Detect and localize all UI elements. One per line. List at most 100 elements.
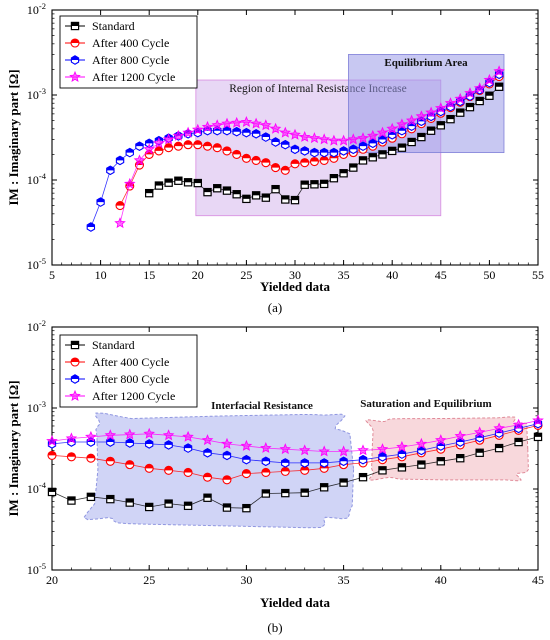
series-after-1200-cycle-point <box>376 443 389 455</box>
series-after-1200-cycle-point <box>318 133 330 145</box>
series-standard-point <box>475 96 484 106</box>
series-after-1200-cycle-point <box>240 439 253 451</box>
series-after-800-cycle-point <box>300 458 309 468</box>
series-after-400-cycle-point <box>251 155 261 165</box>
series-after-1200-cycle-point <box>357 444 369 456</box>
series-after-400-cycle-point <box>202 141 213 151</box>
series-after-1200-cycle-point <box>250 117 262 129</box>
panel-b-panel-label: (b) <box>267 620 282 635</box>
y-tick-label: 10-2 <box>27 318 46 334</box>
series-standard-point <box>319 483 329 492</box>
series-after-800-cycle-point <box>281 139 290 150</box>
series-after-1200-cycle-point <box>182 126 194 138</box>
series-standard-point <box>436 457 446 466</box>
series-standard-point <box>67 496 76 505</box>
x-tick-label: 35 <box>338 268 350 282</box>
series-after-400-cycle-point <box>144 463 154 473</box>
series-after-1200-cycle-point <box>347 133 360 145</box>
series-after-1200-cycle-point <box>473 426 486 438</box>
panel-b: Interfacial Resistance Saturation and Equ… <box>6 318 544 635</box>
series-standard-point <box>426 126 436 135</box>
legend-standard-label: Standard <box>92 338 135 352</box>
series-after-400-cycle-point <box>66 452 76 462</box>
series-after-800-cycle-point <box>378 451 387 462</box>
series-after-1200-cycle <box>46 414 544 457</box>
series-after-1200-cycle-point <box>279 443 291 455</box>
series-standard-point <box>339 478 348 487</box>
series-after-800-cycle-point <box>232 126 241 137</box>
series-standard-point <box>319 179 329 189</box>
series-standard-point <box>213 184 222 193</box>
series-after-800-cycle-point <box>135 141 144 152</box>
x-tick-label: 20 <box>192 268 204 282</box>
series-after-800-cycle-point <box>349 144 358 155</box>
series-after-800-cycle-point <box>358 141 368 152</box>
series-after-800-cycle-point <box>96 197 105 207</box>
series-standard-point <box>397 143 407 152</box>
series-after-1200-cycle-point <box>230 116 243 128</box>
legend-after-1200-cycle-label: After 1200 Cycle <box>92 70 175 84</box>
x-tick-label: 40 <box>435 573 447 587</box>
series-after-1200-cycle-point <box>454 92 467 104</box>
series-after-1200-cycle-point <box>260 442 272 453</box>
series-standard-point <box>154 181 164 190</box>
series-after-800-cycle-point <box>290 144 300 155</box>
series-standard-point <box>47 487 57 497</box>
series-after-1200-cycle-point <box>434 434 447 446</box>
series-after-400-cycle-point <box>241 153 251 163</box>
series-after-1200-cycle-point <box>337 134 350 146</box>
region-equilibrium-area-label: Equilibrium Area <box>384 57 468 69</box>
series-after-400-cycle-point <box>222 475 232 485</box>
series-standard-point <box>281 195 290 204</box>
series-standard-point <box>358 156 368 165</box>
series-after-1200-cycle-point <box>328 134 340 146</box>
panel-a-x-axis-label: Yielded data <box>260 279 330 294</box>
series-after-400-cycle-point <box>241 469 251 479</box>
series-after-1200-cycle-point <box>46 435 58 447</box>
series-after-1200-cycle-point <box>123 177 136 189</box>
series-standard-point <box>388 146 397 156</box>
series-after-400-cycle-point <box>47 450 57 460</box>
series-after-800-cycle-point <box>329 147 339 158</box>
series-after-1200-cycle-point <box>123 428 136 440</box>
series-after-800-cycle-point <box>222 450 232 461</box>
series-after-1200-cycle-point <box>483 73 496 85</box>
series-after-1200-cycle-point <box>425 106 437 118</box>
series-after-1200-cycle-point <box>153 137 165 149</box>
series-after-800-cycle-point <box>358 454 368 465</box>
series-standard-point <box>485 91 494 100</box>
series-after-1200-cycle-point <box>444 97 457 109</box>
y-tick-label: 10-2 <box>27 1 46 17</box>
series-after-400-cycle-point <box>164 465 174 475</box>
series-standard-point <box>310 180 319 189</box>
series-after-400-cycle-point <box>300 465 310 475</box>
series-after-1200-cycle-point <box>386 122 399 134</box>
legend-standard-label: Standard <box>92 19 135 33</box>
series-standard-point <box>222 186 232 195</box>
series-standard-point <box>242 503 251 513</box>
series-after-1200-cycle-point <box>162 133 175 145</box>
y-tick-label: 10-3 <box>27 399 46 415</box>
series-after-1200-cycle-point <box>298 131 311 142</box>
series-standard-point <box>164 178 173 187</box>
series-after-1200-cycle-point <box>162 429 175 441</box>
y-tick-label: 10-4 <box>27 171 47 187</box>
series-standard-point <box>145 502 154 512</box>
series-standard-point <box>465 102 475 112</box>
series-after-400-cycle-point <box>280 165 290 175</box>
series-after-800-cycle-point <box>242 454 251 465</box>
series-standard-point <box>368 153 377 162</box>
series-after-1200-cycle-point <box>240 116 253 128</box>
series-after-400-cycle-point <box>290 159 300 169</box>
series-after-400-cycle-point <box>261 158 271 168</box>
series-after-400-cycle-point <box>271 163 281 173</box>
series-standard-point <box>145 188 154 198</box>
x-tick-label: 20 <box>46 573 58 587</box>
region-saturation-and-equilibrium-label: Saturation and Equilibrium <box>360 398 491 410</box>
x-tick-label: 25 <box>240 268 252 282</box>
series-after-800-cycle-point <box>145 439 154 449</box>
series-after-400-cycle-point <box>173 141 183 151</box>
legend-after-1200-cycle-marker <box>69 70 81 82</box>
region-interfacial-resistance-label: Interfacial Resistance <box>211 400 313 412</box>
